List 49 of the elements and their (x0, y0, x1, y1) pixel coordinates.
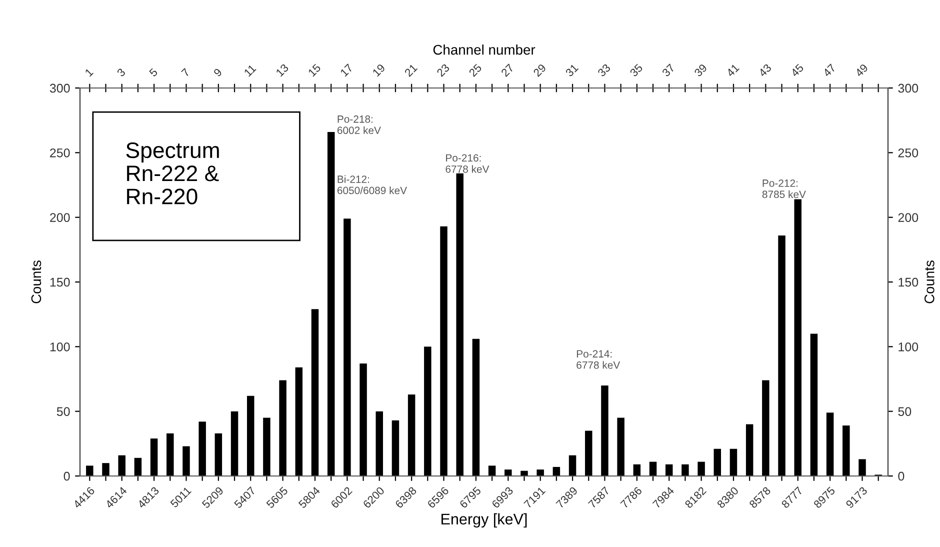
annotation: Po-212: 8785 keV (762, 179, 806, 198)
x2-tick-label: 31 (565, 64, 579, 78)
y-tick-label: 300 (50, 84, 70, 93)
annotation: Po-218: 6002 keV (337, 115, 381, 134)
x2-tick-label: 13 (276, 63, 289, 77)
x2-tick-label: 25 (468, 63, 482, 78)
x2-tick-label: 23 (436, 63, 450, 78)
x2-tick-label: 15 (308, 64, 322, 77)
y-tick-label: 50 (56, 407, 70, 416)
x2-tick-label: 39 (694, 63, 708, 78)
x2-tick-label: 27 (500, 64, 514, 77)
x2-tick-label: 17 (340, 64, 354, 77)
x2-tick-label: 21 (404, 64, 418, 77)
y2-tick-label: 300 (898, 84, 918, 93)
x2-tick-label: 43 (758, 63, 772, 78)
y-tick-label: 0 (64, 472, 70, 481)
y-tick-label: 250 (50, 148, 70, 158)
y2-axis-title: Counts (924, 260, 934, 304)
annotation: Po-214: 6778 keV (576, 350, 620, 369)
y2-tick-label: 0 (898, 472, 904, 481)
x2-tick-label: 47 (822, 64, 836, 78)
x2-tick-label: 37 (662, 64, 676, 78)
y-axis-title: Counts (31, 260, 42, 304)
x2-tick-label: 19 (372, 63, 386, 77)
x2-tick-label: 11 (244, 64, 256, 77)
x2-tick-label: 35 (629, 63, 644, 78)
x2-tick-label: 29 (532, 63, 546, 78)
text: Spectrum Rn-222 & Rn-220 (126, 142, 219, 204)
annotation: Bi-212: 6050/6089 keV (337, 175, 407, 194)
x2-tick-label: 1 (84, 68, 94, 77)
x2-axis-title: Channel number (433, 44, 536, 55)
x2-tick-label: 3 (116, 68, 126, 78)
y2-tick-label: 50 (898, 407, 912, 416)
y2-tick-label: 100 (898, 342, 918, 352)
x2-tick-label: 49 (854, 63, 868, 78)
x2-tick-label: 45 (790, 64, 804, 78)
x2-tick-label: 41 (726, 64, 740, 78)
y-tick-label: 100 (50, 342, 70, 352)
x-axis-title: Energy [keV] (442, 513, 527, 528)
y-tick-label: 200 (50, 213, 70, 222)
y2-tick-label: 250 (898, 148, 918, 158)
annotation: Po-216: 6778 keV (446, 154, 490, 173)
y2-tick-label: 150 (898, 278, 918, 287)
y-tick-label: 150 (50, 278, 70, 287)
x2-tick-label: 9 (213, 68, 222, 78)
x2-tick-label: 33 (597, 63, 611, 78)
x2-tick-label: 7 (181, 68, 190, 77)
x2-tick-label: 5 (148, 68, 158, 78)
y2-tick-label: 200 (898, 213, 918, 222)
